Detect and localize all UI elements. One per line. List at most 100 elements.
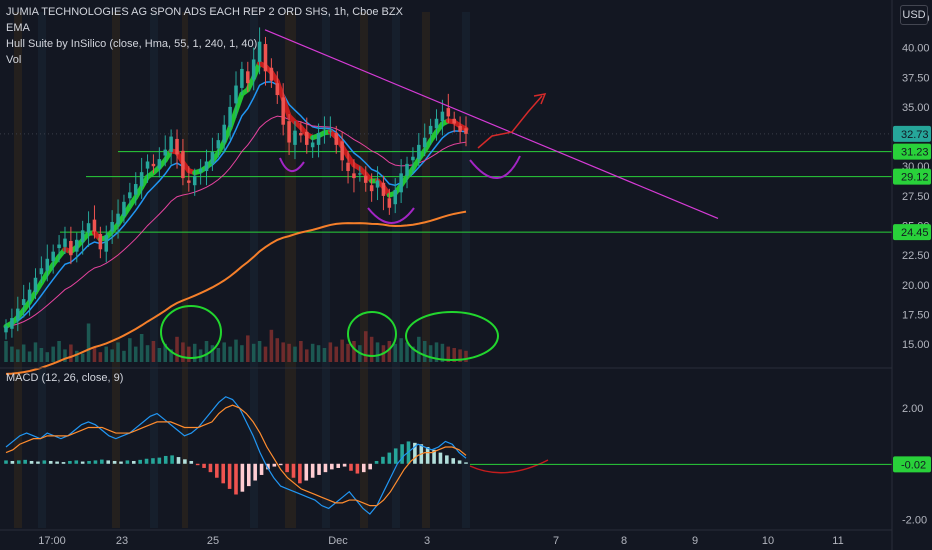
volume-bar <box>281 342 285 362</box>
candle-body <box>452 118 456 124</box>
volume-bar <box>375 342 380 362</box>
macd-histogram-bar <box>259 463 264 475</box>
candle-body <box>145 161 150 169</box>
candle-body <box>387 198 392 208</box>
macd-histogram-bar <box>100 459 104 464</box>
candle-body <box>75 239 79 252</box>
candle-body <box>10 318 14 329</box>
session-stripe <box>285 12 296 528</box>
candle-body <box>69 240 73 256</box>
indicator-volume[interactable]: Vol <box>6 54 22 66</box>
macd-histogram-bar <box>55 461 59 464</box>
macd-histogram-bar <box>74 460 79 464</box>
macd-histogram-bar <box>457 460 462 464</box>
macd-line <box>5 396 467 515</box>
macd-histogram-bar <box>16 460 21 464</box>
candle-body <box>222 124 226 143</box>
macd-histogram-bar <box>432 449 436 464</box>
candle-body <box>175 138 179 155</box>
time-tick-label: 7 <box>553 535 559 547</box>
candle-body <box>393 189 397 205</box>
macd-histogram-bar <box>48 460 53 464</box>
macd-histogram-bar <box>151 458 155 464</box>
volume-bar <box>51 346 55 362</box>
candle-body <box>381 182 386 196</box>
candle-body <box>358 173 362 175</box>
macd-histogram-bar <box>23 459 27 464</box>
macd-histogram-bar <box>68 460 72 464</box>
macd-histogram-bar <box>221 463 226 484</box>
candle-body <box>16 308 20 321</box>
macd-histogram-bar <box>29 460 34 464</box>
cup-mark <box>279 157 305 172</box>
volume-bar <box>69 344 73 362</box>
candle-body <box>422 137 427 148</box>
macd-histogram-bar <box>393 448 398 464</box>
macd-tick-label: -2.00 <box>902 515 927 527</box>
symbol-title[interactable]: JUMIA TECHNOLOGIES AG SPON ADS EACH REP … <box>6 6 403 18</box>
volume-bar <box>316 345 321 362</box>
session-stripe <box>150 12 158 528</box>
volume-bar <box>98 352 103 362</box>
candle-body <box>139 172 144 187</box>
macd-histogram-bar <box>144 458 149 464</box>
macd-histogram-bar <box>157 457 162 464</box>
macd-histogram-bar <box>323 463 328 473</box>
price-tick-label: 40.00 <box>902 43 930 55</box>
macd-histogram-bar <box>4 460 8 464</box>
volume-bar <box>310 343 315 362</box>
candle-body <box>246 71 250 84</box>
candle-body <box>287 121 291 143</box>
macd-histogram-bar <box>355 463 360 474</box>
candle-body <box>240 68 244 88</box>
price-tag-bg <box>893 143 931 160</box>
macd-tag-bg <box>893 456 931 473</box>
session-stripe <box>422 12 430 528</box>
price-tag-label: 31.23 <box>901 147 929 159</box>
macd-histogram-bar <box>266 463 270 470</box>
volume-bar <box>240 345 244 362</box>
candle-body <box>352 173 356 179</box>
price-tag-bg <box>893 224 931 241</box>
volume-bar <box>393 343 397 362</box>
candle-body <box>110 222 114 232</box>
macd-histogram-bar <box>253 463 257 481</box>
volume-bar <box>169 349 173 362</box>
macd-histogram-bar <box>131 460 136 464</box>
macd-histogram-bar <box>93 460 98 464</box>
session-stripe <box>182 12 188 528</box>
volume-bar <box>458 349 462 362</box>
volume-bar <box>346 343 350 362</box>
candle-body <box>92 219 97 232</box>
indicator-ema[interactable]: EMA <box>6 22 30 34</box>
candle-body <box>234 85 238 104</box>
macd-histogram-bar <box>413 442 417 464</box>
candle-body <box>310 142 315 148</box>
volume-bar <box>287 343 291 362</box>
volume-bar <box>122 350 126 362</box>
volume-circle <box>405 311 499 361</box>
cup-mark <box>367 207 415 224</box>
macd-histogram-bar <box>272 463 277 467</box>
candle-body <box>405 163 409 176</box>
candle-body <box>45 258 50 271</box>
candle-body <box>328 130 333 132</box>
volume-bar <box>387 341 392 362</box>
volume-bar <box>204 341 209 362</box>
macd-histogram-bar <box>291 463 296 478</box>
candle-body <box>440 111 445 122</box>
candle-body <box>128 192 132 199</box>
indicator-hull-suite[interactable]: Hull Suite by InSilico (close, Hma, 55, … <box>6 38 258 50</box>
candle-body <box>346 162 350 171</box>
time-tick-label: 17:00 <box>38 535 66 547</box>
session-stripe <box>112 12 120 528</box>
volume-bar <box>446 346 451 362</box>
macd-histogram-bar <box>445 455 449 464</box>
price-tag-label: 29.12 <box>901 172 929 184</box>
candle-body <box>464 128 468 134</box>
volume-bar <box>422 341 427 362</box>
session-stripe <box>14 12 22 528</box>
currency-badge[interactable]: USD <box>900 5 928 25</box>
volume-bar <box>293 346 297 362</box>
